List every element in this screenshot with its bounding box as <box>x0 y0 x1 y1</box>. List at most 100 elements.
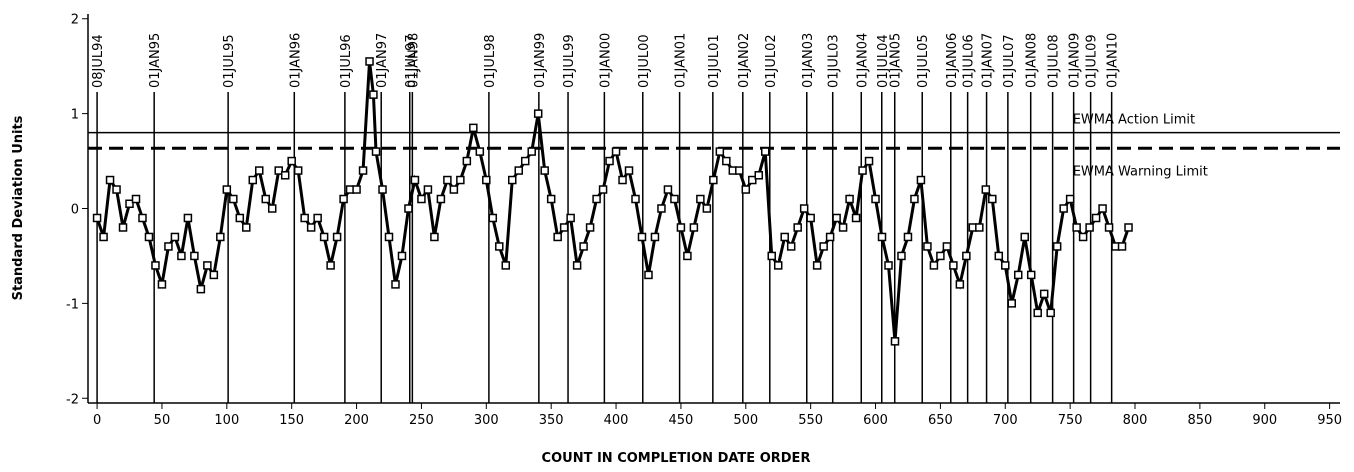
point-marker <box>112 185 121 194</box>
point-marker <box>92 213 102 223</box>
point-marker <box>306 223 316 232</box>
x-tick-label: 150 <box>279 413 304 428</box>
date-label: 01JUL02 <box>764 34 779 88</box>
point-marker <box>255 166 264 175</box>
point-marker <box>378 185 387 194</box>
point-marker <box>456 175 465 185</box>
point-marker <box>683 251 692 261</box>
point-marker <box>332 232 342 242</box>
x-axis-label: COUNT IN COMPLETION DATE ORDER <box>542 451 811 466</box>
point-marker <box>216 232 225 242</box>
point-marker <box>196 284 206 294</box>
point-marker <box>631 194 640 204</box>
point-marker <box>618 175 627 185</box>
point-marker <box>975 223 984 232</box>
point-marker <box>384 232 394 242</box>
point-marker <box>410 175 420 185</box>
point-marker <box>864 156 874 166</box>
point-marker <box>99 232 108 242</box>
point-marker <box>676 223 686 232</box>
point-marker <box>955 280 965 289</box>
point-marker <box>657 204 666 213</box>
date-label: 01JUL04 <box>876 34 891 88</box>
date-label: 01JAN07 <box>981 33 996 88</box>
point-marker <box>1020 232 1029 242</box>
x-tick-label: 200 <box>344 413 369 428</box>
point-marker <box>722 156 731 166</box>
y-tick-label: 2 <box>71 13 79 28</box>
point-marker <box>533 109 543 118</box>
point-marker <box>1013 270 1023 280</box>
point-marker <box>773 261 783 270</box>
point-marker <box>832 213 841 223</box>
date-label: 01JUL06 <box>962 34 977 88</box>
point-marker <box>144 232 154 242</box>
point-marker <box>164 242 173 251</box>
date-label: 01JAN97 <box>375 33 390 88</box>
point-marker <box>572 261 582 270</box>
point-marker <box>1059 204 1068 213</box>
date-label: 08JUL94 <box>91 34 106 88</box>
point-marker <box>203 261 212 270</box>
date-label: 01JAN06 <box>945 33 960 88</box>
y-tick-label: 1 <box>71 108 79 123</box>
point-marker <box>936 251 945 261</box>
point-marker <box>397 251 407 261</box>
x-tick-label: 0 <box>93 413 101 428</box>
ewma-line <box>95 61 1130 342</box>
x-tick-label: 900 <box>1252 413 1277 428</box>
point-marker <box>696 194 705 204</box>
point-marker <box>962 251 971 261</box>
point-marker <box>1046 308 1055 318</box>
point-marker <box>735 166 744 175</box>
point-marker <box>417 194 426 204</box>
date-label: 01JUL00 <box>637 34 652 88</box>
point-marker <box>546 194 556 204</box>
x-tick-label: 350 <box>539 413 564 428</box>
date-label: 01JUL98 <box>483 34 498 88</box>
point-marker <box>1117 242 1127 251</box>
point-marker <box>825 232 835 242</box>
point-marker <box>929 261 939 270</box>
point-marker <box>300 213 309 223</box>
point-marker <box>637 232 647 242</box>
point-marker <box>890 337 900 346</box>
point-marker <box>741 185 751 194</box>
point-marker <box>430 232 439 242</box>
date-label: 01JAN96 <box>288 33 303 88</box>
point-marker <box>248 175 258 185</box>
date-label: 01JAN00 <box>598 33 613 88</box>
point-marker <box>339 194 348 204</box>
point-marker <box>663 185 673 194</box>
point-marker <box>436 194 446 204</box>
point-marker <box>942 242 952 251</box>
point-marker <box>1072 223 1081 232</box>
point-marker <box>177 251 186 261</box>
limit-label: EWMA Warning Limit <box>1073 164 1208 179</box>
point-marker <box>877 232 887 242</box>
date-label: 01JUL03 <box>827 34 842 88</box>
x-tick-label: 800 <box>1123 413 1148 428</box>
point-marker <box>1039 289 1049 299</box>
point-marker <box>391 280 400 289</box>
point-marker <box>786 242 796 251</box>
point-marker <box>274 166 283 175</box>
point-marker <box>910 194 919 204</box>
point-marker <box>443 175 452 185</box>
x-tick-label: 300 <box>474 413 499 428</box>
point-marker <box>897 251 906 261</box>
point-marker <box>845 194 854 204</box>
point-marker <box>579 242 588 251</box>
point-marker <box>644 270 653 280</box>
point-marker <box>1033 308 1042 318</box>
point-marker <box>566 213 575 223</box>
point-marker <box>916 175 926 185</box>
point-marker <box>871 194 880 204</box>
limit-label: EWMA Action Limit <box>1073 113 1195 128</box>
point-marker <box>105 175 115 185</box>
date-label: 01JUL95 <box>222 34 237 88</box>
date-label: 01JAN04 <box>855 33 870 88</box>
x-tick-label: 750 <box>1058 413 1083 428</box>
x-tick-label: 850 <box>1187 413 1212 428</box>
point-marker <box>760 147 770 156</box>
